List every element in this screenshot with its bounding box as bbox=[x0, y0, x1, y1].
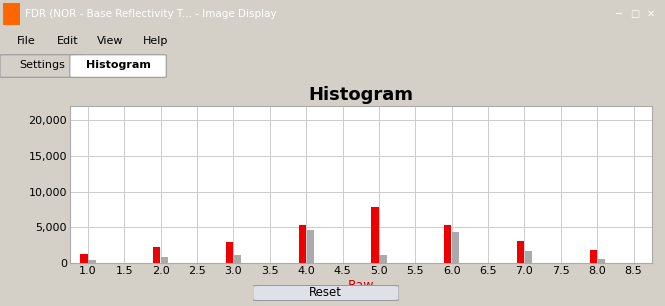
Text: Histogram: Histogram bbox=[86, 60, 151, 69]
Bar bbox=[371, 207, 378, 263]
Title: Histogram: Histogram bbox=[309, 86, 413, 104]
Bar bbox=[307, 230, 314, 263]
FancyBboxPatch shape bbox=[70, 55, 166, 77]
Text: □: □ bbox=[630, 9, 639, 19]
Bar bbox=[3, 3, 20, 25]
Text: Reset: Reset bbox=[309, 286, 342, 300]
Text: File: File bbox=[17, 36, 35, 46]
Text: View: View bbox=[96, 36, 123, 46]
Bar bbox=[88, 259, 96, 263]
Text: Edit: Edit bbox=[57, 36, 78, 46]
Bar bbox=[234, 255, 241, 263]
Bar bbox=[444, 225, 452, 263]
Bar bbox=[226, 242, 233, 263]
FancyBboxPatch shape bbox=[0, 55, 83, 77]
Bar bbox=[452, 232, 460, 263]
Bar bbox=[379, 255, 386, 263]
Bar bbox=[589, 250, 597, 263]
Bar bbox=[525, 251, 532, 263]
Bar bbox=[153, 248, 160, 263]
Text: Help: Help bbox=[143, 36, 168, 46]
FancyBboxPatch shape bbox=[253, 285, 399, 300]
Bar bbox=[80, 254, 88, 263]
Bar bbox=[598, 259, 604, 263]
Text: ✕: ✕ bbox=[646, 9, 654, 19]
Text: ─: ─ bbox=[616, 9, 621, 19]
Bar bbox=[161, 257, 168, 263]
Text: FDR (NOR - Base Reflectivity T... - Image Display: FDR (NOR - Base Reflectivity T... - Imag… bbox=[25, 9, 277, 19]
Text: Settings: Settings bbox=[19, 60, 65, 69]
X-axis label: Raw: Raw bbox=[348, 279, 374, 292]
Bar bbox=[299, 225, 306, 263]
Bar bbox=[517, 241, 524, 263]
